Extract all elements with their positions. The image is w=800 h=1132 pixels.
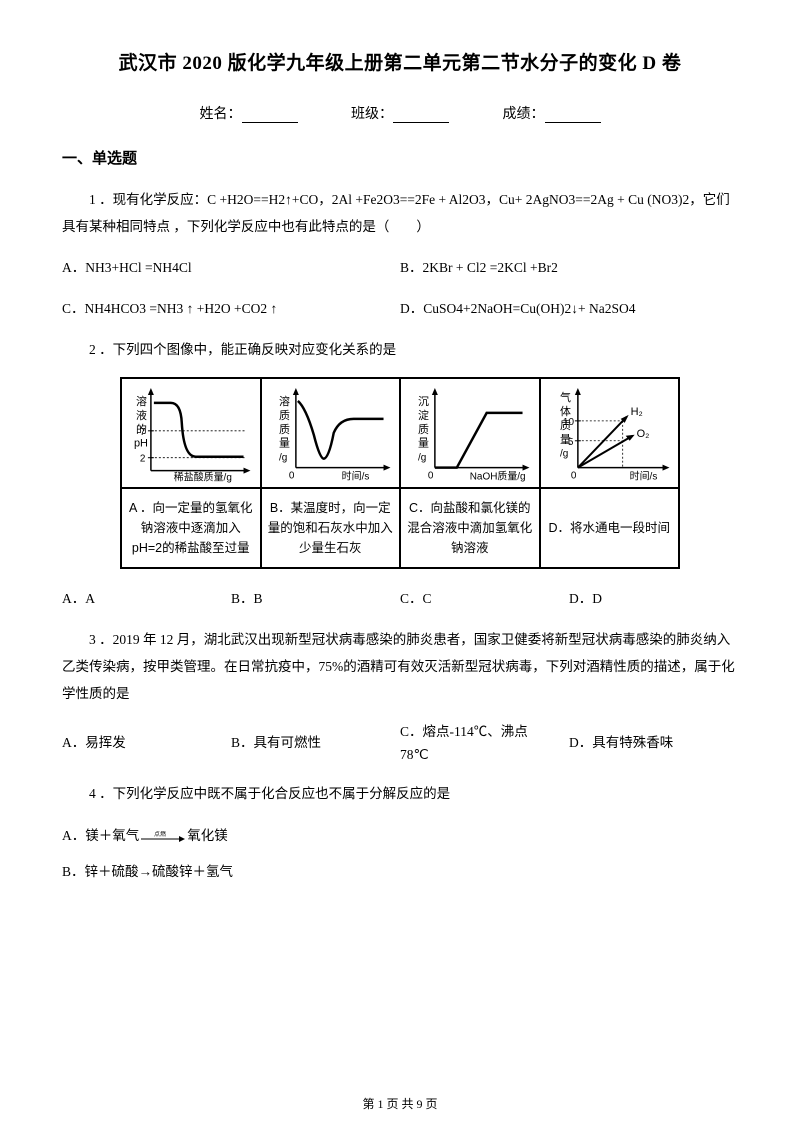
svg-text:液: 液 — [136, 408, 147, 422]
q3-option-c-line2: 78℃ — [400, 744, 569, 767]
svg-text:量: 量 — [278, 437, 289, 450]
question-1-text: 1 ．现有化学反应：C +H2O==H2↑+CO，2Al +Fe2O3==2Fe… — [62, 186, 738, 240]
svg-text:0: 0 — [288, 471, 294, 482]
svg-text:H₂: H₂ — [630, 406, 642, 418]
svg-text:/g: /g — [559, 449, 567, 460]
svg-text:时间/s: 时间/s — [341, 470, 369, 483]
chart-d-desc: D．将水通电一段时间 — [540, 488, 680, 568]
q3-option-a: A．易挥发 — [62, 732, 231, 755]
question-4-text: 4 ．下列化学反应中既不属于化合反应也不属于分解反应的是 — [62, 780, 738, 807]
svg-text:体: 体 — [559, 404, 570, 418]
question-3-options: A．易挥发 B．具有可燃性 C．熔点-114℃、沸点 78℃ D．具有特殊香味 — [62, 721, 738, 767]
question-1-options-row1: A．NH3+HCl =NH4Cl B．2KBr + Cl2 =2KCl +Br2 — [62, 254, 738, 281]
chart-a-desc: A ．向一定量的氢氧化钠溶液中逐滴加入pH=2的稀盐酸至过量 — [121, 488, 261, 568]
q2-option-d: D．D — [569, 585, 738, 612]
svg-text:溶: 溶 — [136, 394, 147, 408]
q1-option-d: D．CuSO4+2NaOH=Cu(OH)2↓+ Na2SO4 — [400, 295, 738, 322]
q1-option-b: B．2KBr + Cl2 =2KCl +Br2 — [400, 254, 738, 281]
svg-text:/g: /g — [418, 453, 426, 464]
svg-text:点燃: 点燃 — [154, 831, 166, 838]
chart-b-svg: 溶 质 质 量 /g 时间/s 0 — [266, 383, 395, 483]
svg-text:溶: 溶 — [278, 394, 289, 408]
class-label: 班级： — [351, 103, 393, 123]
score-blank — [545, 109, 601, 123]
q1-option-a: A．NH3+HCl =NH4Cl — [62, 254, 400, 281]
svg-text:质: 质 — [418, 423, 429, 436]
question-2-options: A．A B．B C．C D．D — [62, 585, 738, 612]
chart-d-cell: 气 体 质 量 /g 时间/s 0 10 5 H₂ O₂ — [540, 378, 680, 488]
page-footer: 第 1 页 共 9 页 — [0, 1095, 800, 1112]
svg-text:时间/s: 时间/s — [629, 470, 657, 483]
svg-text:质: 质 — [278, 409, 289, 422]
svg-text:沉: 沉 — [418, 395, 429, 408]
class-blank — [393, 109, 449, 123]
svg-text:气: 气 — [559, 390, 570, 404]
chart-a-cell: 溶 液 的 pH 稀盐酸质量/g 7 2 — [121, 378, 261, 488]
svg-text:0: 0 — [570, 471, 576, 482]
q4-option-b: B．锌＋硫酸→硫酸锌＋氢气 — [62, 857, 738, 887]
svg-text:2: 2 — [140, 454, 146, 465]
q3-option-c-line1: C．熔点-114℃、沸点 — [400, 721, 569, 744]
chart-c-svg: 沉 淀 质 量 /g NaOH质量/g 0 — [405, 383, 534, 483]
svg-text:NaOH质量/g: NaOH质量/g — [470, 471, 526, 483]
chart-b-desc: B．某温度时，向一定量的饱和石灰水中加入少量生石灰 — [261, 488, 401, 568]
question-3-text: 3 ．2019 年 12 月，湖北武汉出现新型冠状病毒感染的肺炎患者，国家卫健委… — [62, 626, 738, 707]
q2-chart-table: 溶 液 的 pH 稀盐酸质量/g 7 2 溶 质 质 量 /g 时间/s 0 — [120, 377, 680, 569]
svg-text:淀: 淀 — [418, 408, 429, 422]
q2-option-c: C．C — [400, 585, 569, 612]
q4-a-post: 氧化镁 — [187, 828, 228, 843]
svg-text:pH: pH — [134, 438, 148, 450]
svg-text:O₂: O₂ — [636, 428, 649, 440]
q4-a-pre: A．镁＋氧气 — [62, 828, 139, 843]
chart-c-desc: C．向盐酸和氯化镁的混合溶液中滴加氢氧化钠溶液 — [400, 488, 540, 568]
question-1-options-row2: C．NH4HCO3 =NH3 ↑ +H2O +CO2 ↑ D．CuSO4+2Na… — [62, 295, 738, 322]
svg-text:5: 5 — [567, 437, 573, 448]
q2-option-b: B．B — [231, 585, 400, 612]
chart-b-cell: 溶 质 质 量 /g 时间/s 0 — [261, 378, 401, 488]
chart-d-svg: 气 体 质 量 /g 时间/s 0 10 5 H₂ O₂ — [545, 383, 674, 483]
score-label: 成绩： — [503, 103, 545, 123]
name-label: 姓名： — [200, 103, 242, 123]
svg-text:量: 量 — [418, 437, 429, 450]
chart-a-svg: 溶 液 的 pH 稀盐酸质量/g 7 2 — [126, 383, 255, 483]
reaction-arrow-icon: 点燃 — [139, 831, 187, 844]
q4-option-a: A．镁＋氧气 点燃 氧化镁 — [62, 821, 738, 851]
page-title: 武汉市 2020 版化学九年级上册第二单元第二节水分子的变化 D 卷 — [62, 48, 738, 75]
svg-text:0: 0 — [428, 471, 434, 482]
q1-option-c: C．NH4HCO3 =NH3 ↑ +H2O +CO2 ↑ — [62, 295, 400, 322]
svg-text:质: 质 — [278, 423, 289, 436]
student-info-row: 姓名： 班级： 成绩： — [62, 103, 738, 123]
svg-text:7: 7 — [140, 427, 146, 438]
svg-text:10: 10 — [562, 417, 574, 428]
name-blank — [242, 109, 298, 123]
section-1-header: 一、单选题 — [62, 147, 738, 168]
q3-option-d: D．具有特殊香味 — [569, 732, 738, 755]
q3-option-c: C．熔点-114℃、沸点 78℃ — [400, 721, 569, 767]
svg-text:/g: /g — [278, 453, 286, 464]
q3-option-b: B．具有可燃性 — [231, 732, 400, 755]
question-2-text: 2 ．下列四个图像中，能正确反映对应变化关系的是 — [62, 336, 738, 363]
chart-c-cell: 沉 淀 质 量 /g NaOH质量/g 0 — [400, 378, 540, 488]
svg-text:稀盐酸质量/g: 稀盐酸质量/g — [174, 471, 232, 483]
q2-option-a: A．A — [62, 585, 231, 612]
